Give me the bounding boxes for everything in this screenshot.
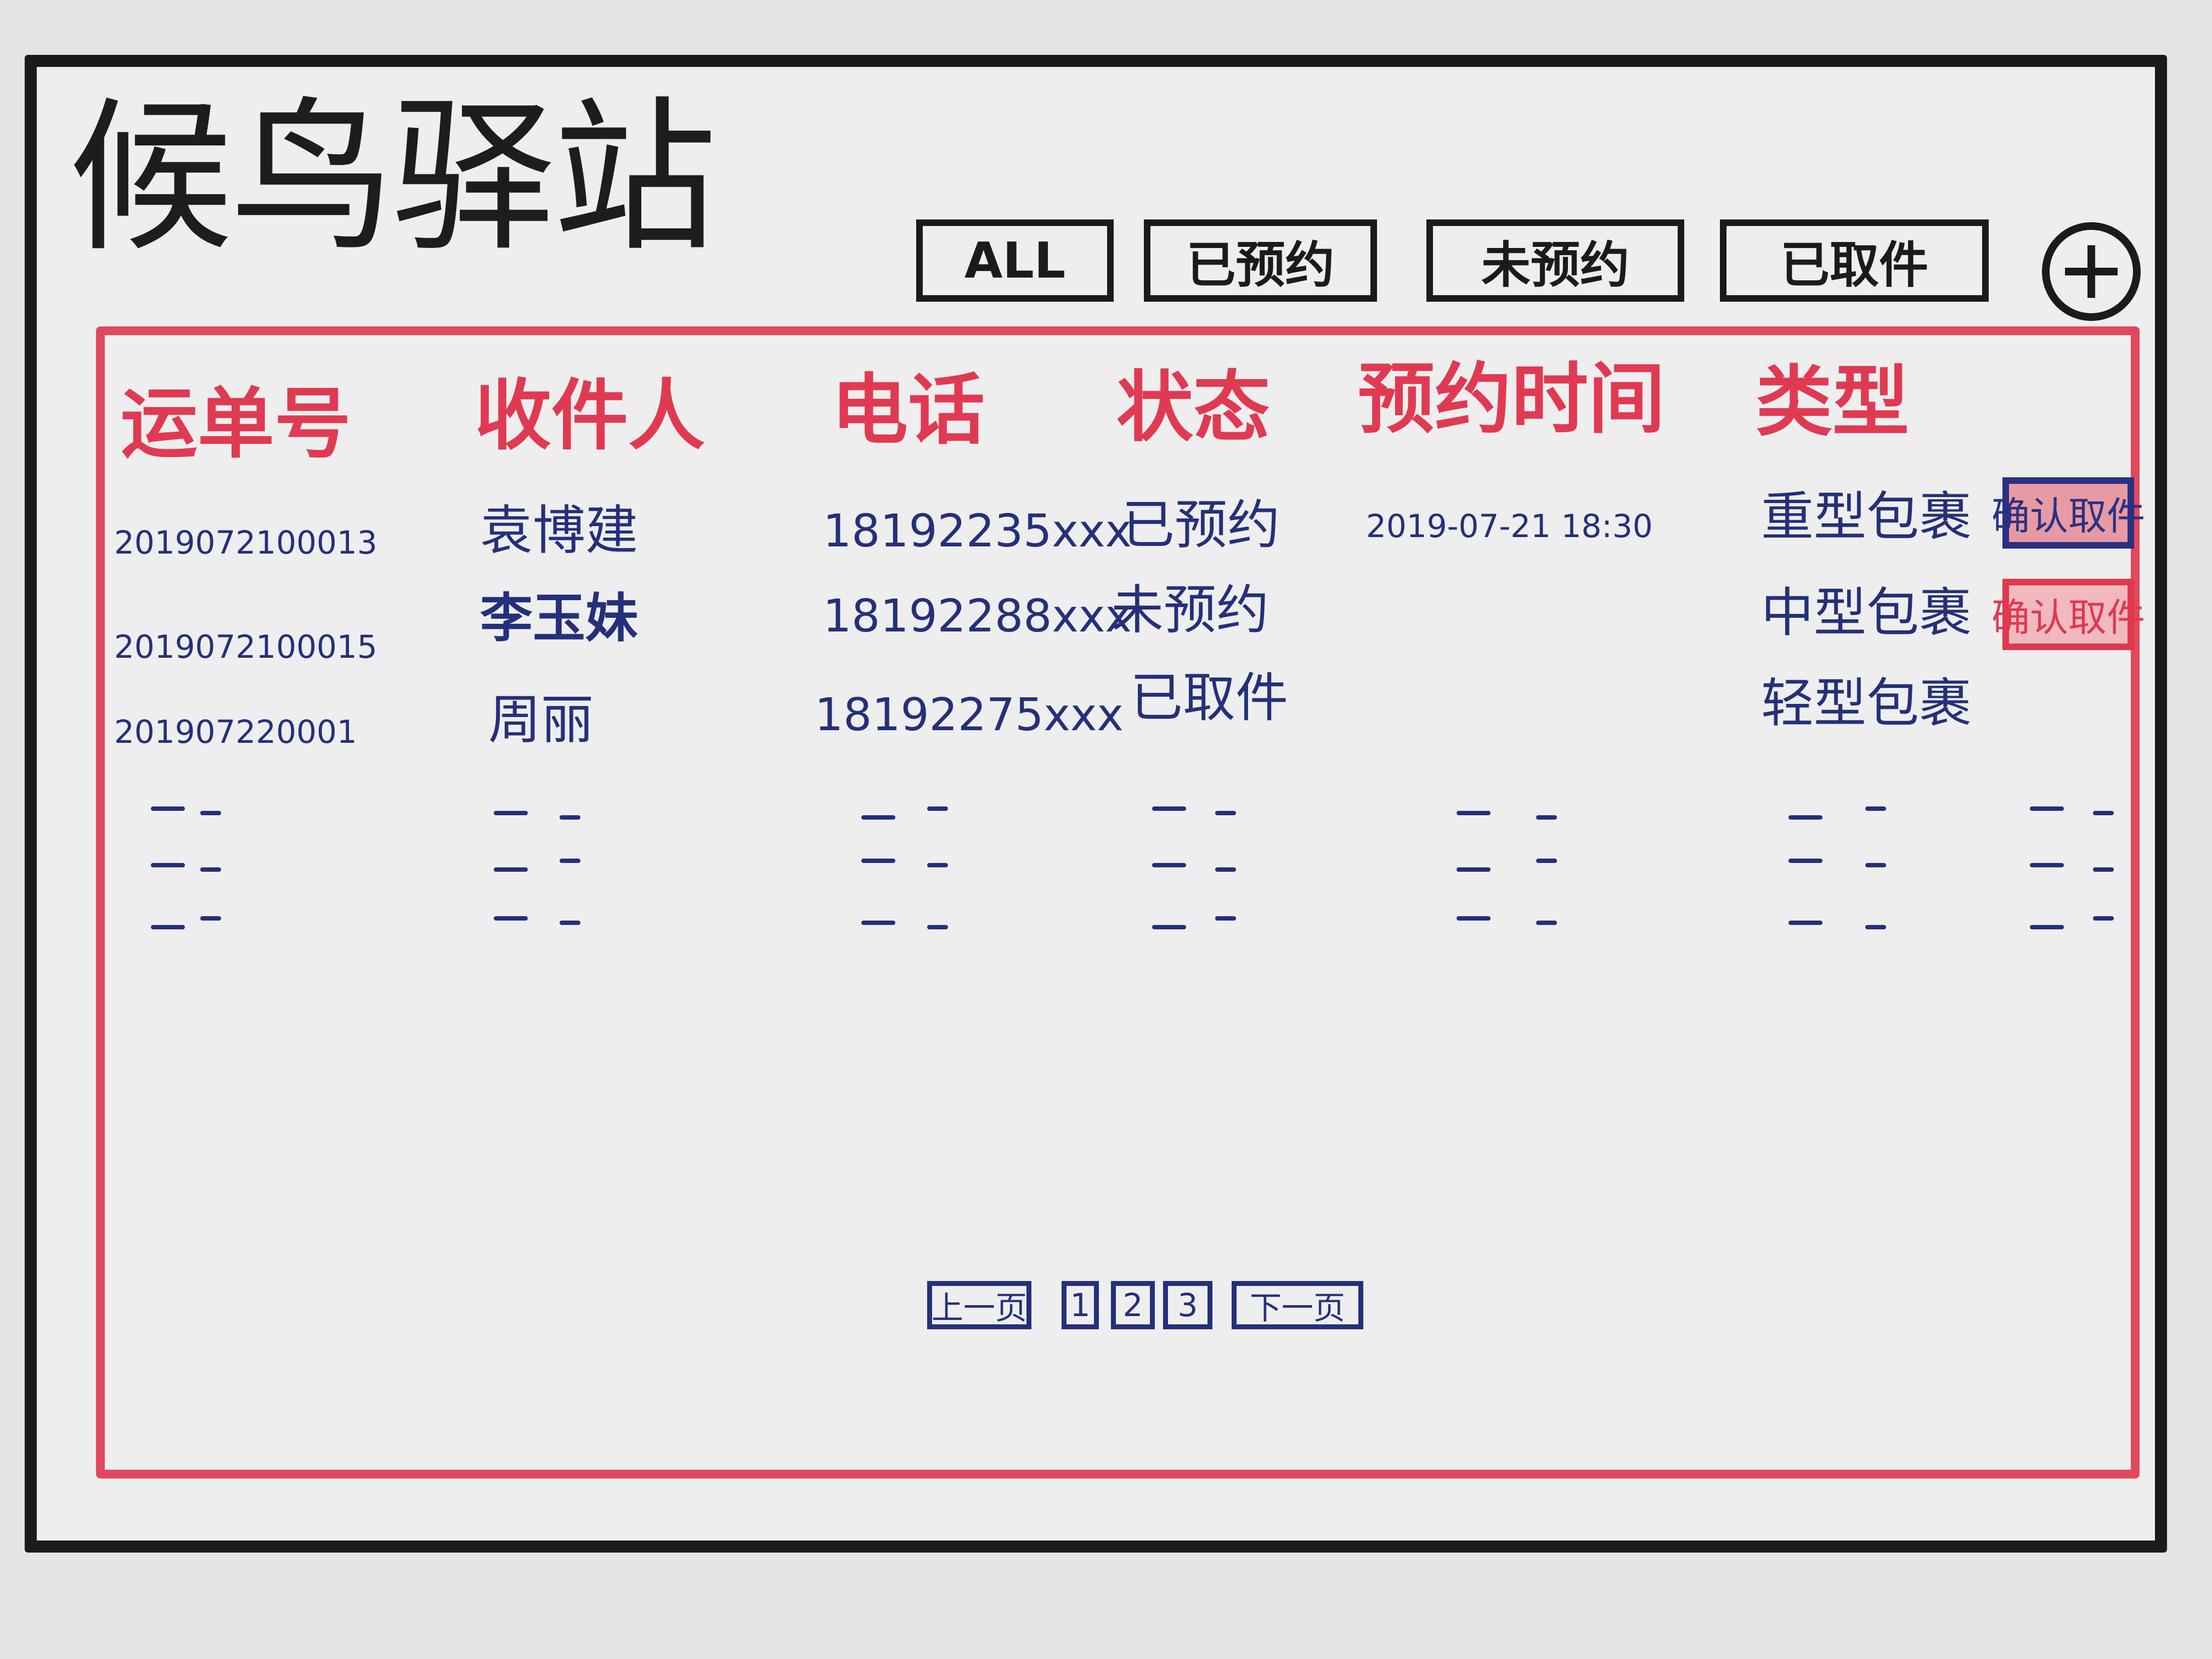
placeholder-dash [861, 859, 895, 863]
placeholder-dash [2093, 867, 2114, 872]
row-1-confirm-button[interactable]: 确认取件 [1991, 477, 2145, 549]
placeholder-dash [1865, 863, 1886, 867]
row-1-reserve-time: 2019-07-21 18:30 [1366, 507, 1653, 545]
row-3-status: 已取件 [1130, 667, 1288, 729]
page-button-1[interactable]: 1 [1062, 1281, 1099, 1329]
row-2-confirm-button[interactable]: 确认取件 [1991, 579, 2145, 650]
placeholder-dash [200, 811, 221, 815]
row-2-recipient: 李玉妹 [480, 588, 638, 649]
row-2-tracking-no: 2019072100015 [114, 628, 377, 665]
placeholder-dash [1457, 867, 1491, 872]
placeholder-dash [927, 806, 948, 811]
placeholder-dash [151, 806, 185, 811]
page-button-2[interactable]: 2 [1111, 1281, 1155, 1329]
placeholder-dash [494, 916, 528, 921]
placeholder-dash [1215, 811, 1236, 815]
prev-page-button[interactable]: 上一页 [927, 1281, 1031, 1329]
placeholder-dash [861, 815, 895, 820]
header-tracking-no: 运单号 [121, 380, 352, 469]
placeholder-dash [2093, 811, 2114, 815]
placeholder-dash [1457, 916, 1491, 921]
placeholder-dash [560, 815, 580, 820]
row-1-recipient: 袁博建 [480, 500, 638, 561]
add-button[interactable] [2042, 222, 2141, 321]
row-1-phone: 18192235xxx [823, 505, 1132, 557]
row-1-status: 已预约 [1122, 494, 1280, 556]
placeholder-dash [1788, 815, 1822, 820]
placeholder-dash [1215, 916, 1236, 921]
row-1-tracking-no: 2019072100013 [114, 524, 377, 561]
placeholder-dash [1152, 925, 1186, 929]
row-2-type: 中型包裹 [1761, 582, 1972, 644]
header-recipient: 收件人 [475, 371, 706, 461]
filter-tab-reserved[interactable]: 已预约 [1144, 219, 1377, 302]
placeholder-dash [2030, 863, 2064, 867]
placeholder-dash [1457, 811, 1491, 815]
header-phone: 电话 [831, 366, 985, 455]
placeholder-dash [1215, 867, 1236, 872]
header-type: 类型 [1756, 358, 1910, 447]
filter-tab-picked-up[interactable]: 已取件 [1720, 219, 1989, 302]
placeholder-dash [2030, 806, 2064, 811]
row-3-phone: 18192275xxx [815, 689, 1124, 741]
row-2-phone: 18192288xxx [823, 590, 1132, 642]
next-page-button[interactable]: 下一页 [1232, 1281, 1363, 1329]
app-title: 候鸟驿站 [69, 82, 717, 274]
placeholder-dash [1152, 863, 1186, 867]
placeholder-dash [1536, 921, 1557, 925]
placeholder-dash [861, 921, 895, 925]
placeholder-dash [151, 863, 185, 867]
placeholder-dash [200, 916, 221, 921]
placeholder-dash [560, 921, 580, 925]
placeholder-dash [494, 867, 528, 872]
filter-tab-not-reserved[interactable]: 未预约 [1426, 219, 1684, 302]
placeholder-dash [2093, 916, 2114, 921]
row-2-status: 未预约 [1111, 579, 1269, 641]
placeholder-dash [1788, 921, 1822, 925]
placeholder-dash [927, 863, 948, 867]
filter-tab-all[interactable]: ALL [916, 219, 1114, 302]
page-button-3[interactable]: 3 [1163, 1281, 1212, 1329]
placeholder-dash [1788, 859, 1822, 863]
placeholder-dash [1865, 806, 1886, 811]
row-1-type: 重型包裹 [1761, 486, 1972, 548]
placeholder-dash [927, 925, 948, 929]
row-3-recipient: 周丽 [488, 689, 594, 751]
placeholder-dash [1536, 859, 1557, 863]
placeholder-dash [494, 811, 528, 815]
header-status: 状态 [1116, 363, 1271, 453]
placeholder-dash [1152, 806, 1186, 811]
header-reserve-time: 预约时间 [1358, 355, 1666, 444]
row-3-tracking-no: 201907220001 [114, 713, 357, 751]
placeholder-dash [2030, 925, 2064, 929]
placeholder-dash [200, 867, 221, 872]
placeholder-dash [151, 925, 185, 929]
row-3-type: 轻型包裹 [1761, 673, 1972, 734]
placeholder-dash [1536, 815, 1557, 820]
placeholder-dash [560, 859, 580, 863]
placeholder-dash [1865, 925, 1886, 929]
